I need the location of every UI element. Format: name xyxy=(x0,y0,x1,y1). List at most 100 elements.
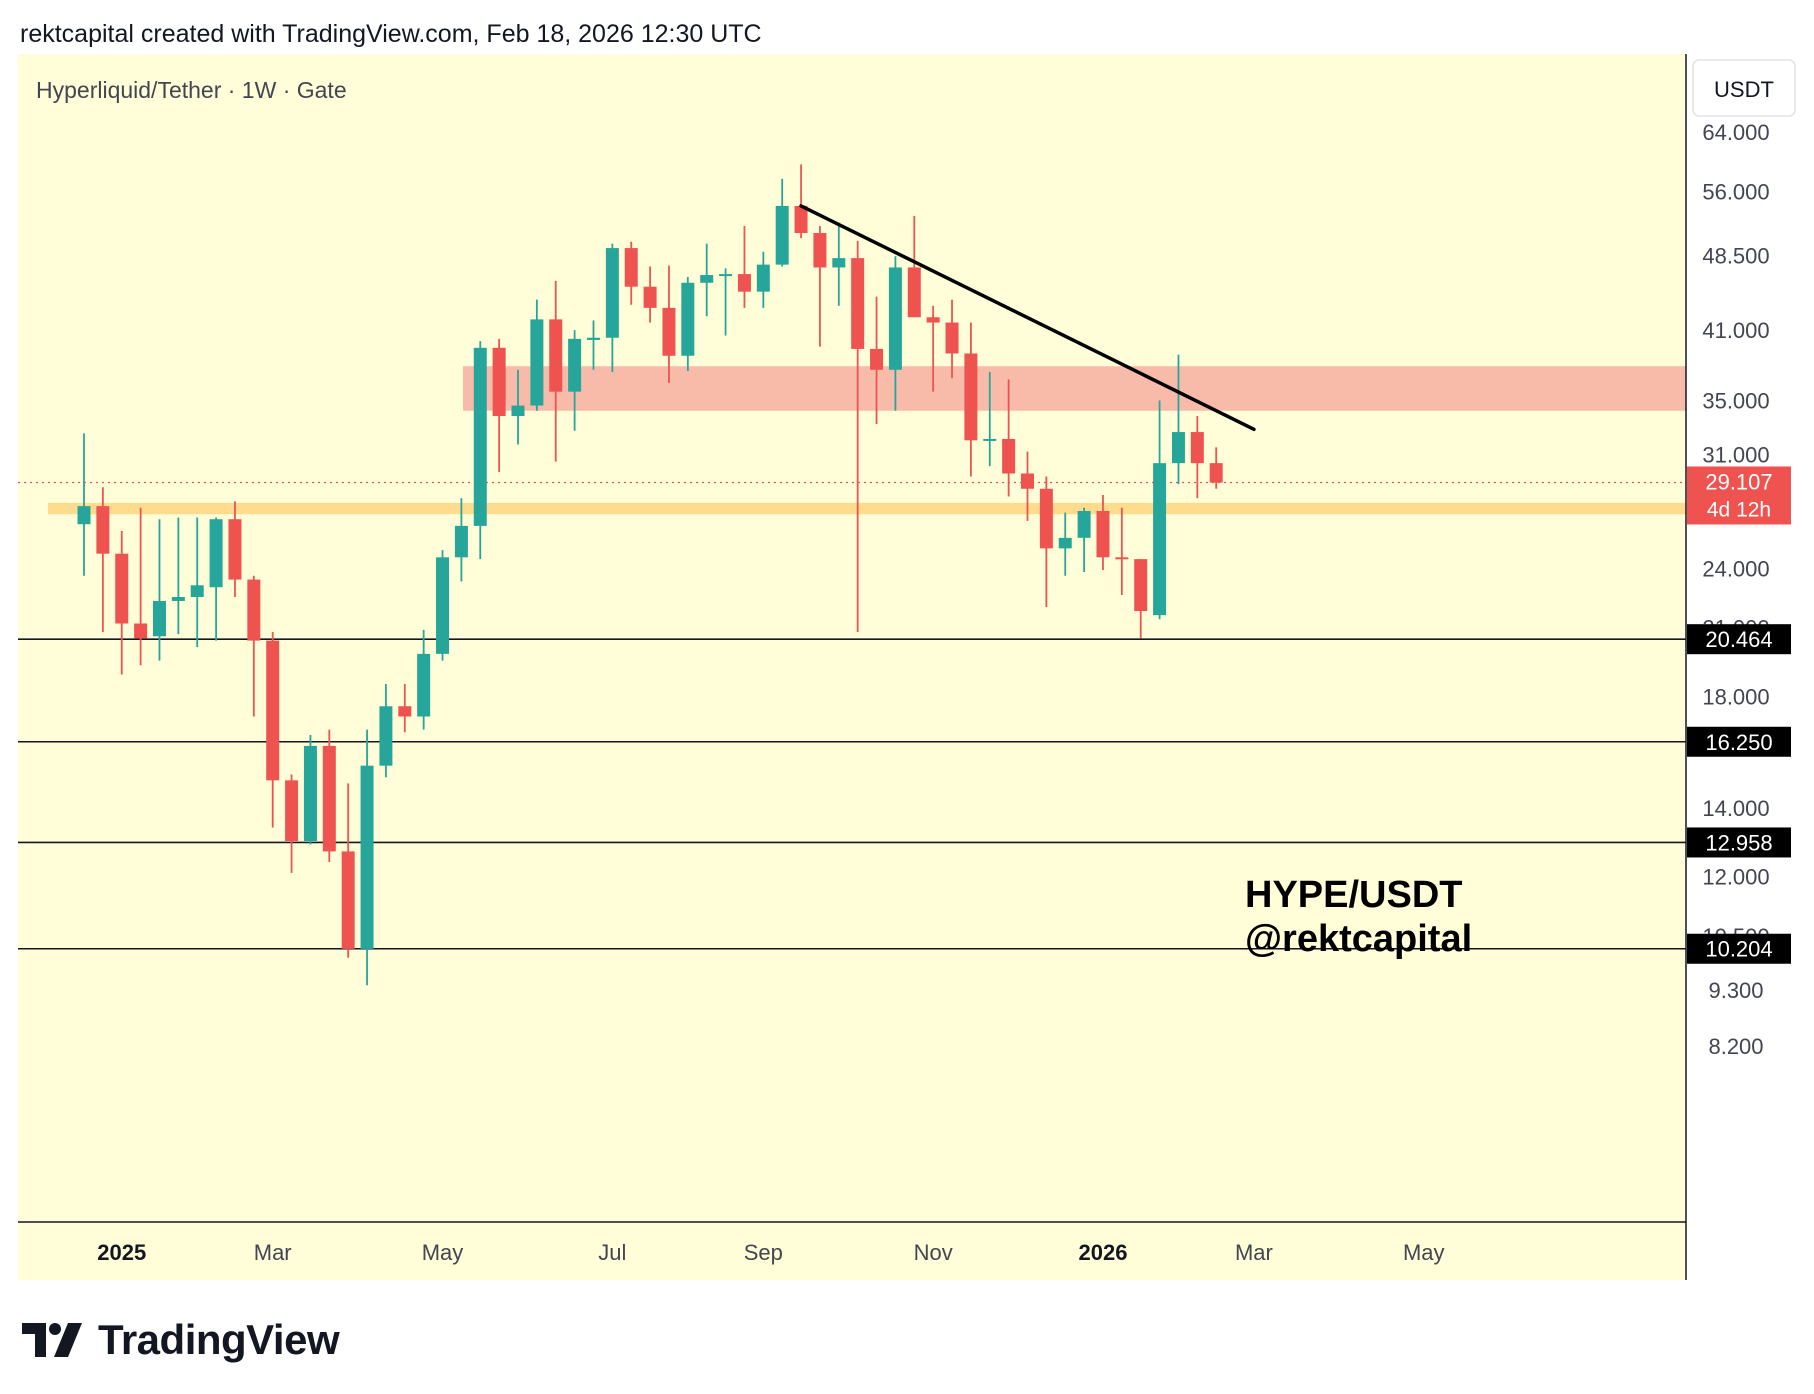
candle-body-down xyxy=(945,322,959,354)
candle-body-down xyxy=(228,519,242,580)
candle-body-down xyxy=(870,348,884,370)
price-axis-tick-label: 24.000 xyxy=(1702,556,1769,581)
candle-body-up xyxy=(605,248,619,338)
support-band xyxy=(48,502,1686,515)
candle-body-down xyxy=(266,640,280,781)
currency-button-label[interactable]: USDT xyxy=(1714,77,1774,102)
candle-body-down xyxy=(794,205,808,234)
chart-frame[interactable]: 64.00056.00048.50041.00035.00031.00027.0… xyxy=(18,54,1804,1280)
time-axis-tick-label: Mar xyxy=(1235,1240,1273,1265)
candle-body-down xyxy=(1096,510,1110,558)
candle-body-up xyxy=(511,405,525,416)
price-axis-tick-label: 31.000 xyxy=(1702,442,1769,467)
descending-trendline xyxy=(799,204,1256,432)
candle-body-down xyxy=(1021,473,1034,489)
time-axis-tick-label: Jul xyxy=(598,1240,626,1265)
candle-body-down xyxy=(247,579,261,641)
price-labels-layer: 20.464 16.250 12.958 10.204 29.107 4d 12h xyxy=(1687,466,1791,964)
candle-body-up xyxy=(379,706,393,766)
level-price-badge xyxy=(1687,726,1791,757)
candle-body-up xyxy=(756,264,770,292)
chart-canvas[interactable]: 64.00056.00048.50041.00035.00031.00027.0… xyxy=(18,54,1804,1280)
price-axis-tick-label: 9.300 xyxy=(1708,978,1763,1003)
horizontal-levels-layer xyxy=(18,481,1686,950)
time-axis-tick-label: May xyxy=(422,1240,464,1265)
candles-layer xyxy=(77,164,1223,986)
level-price-label: 10.204 xyxy=(1705,937,1772,962)
candle-body-up xyxy=(888,267,902,370)
candle-body-down xyxy=(1190,432,1204,464)
watermark-handle: @rektcapital xyxy=(1245,918,1472,960)
candle-body-up xyxy=(1077,510,1091,538)
candle-body-down xyxy=(1039,488,1053,549)
level-price-badge xyxy=(1687,827,1791,858)
candle-body-down xyxy=(926,317,940,323)
price-axis-tick-label: 35.000 xyxy=(1702,388,1769,413)
footer-brand: TradingView xyxy=(98,1316,340,1363)
candle-body-down xyxy=(813,233,827,268)
candle-body-down xyxy=(964,353,978,441)
header-credit: rektcapital created with TradingView.com… xyxy=(20,20,762,48)
footer-logo: TradingView xyxy=(22,1316,340,1364)
chart-background xyxy=(18,54,1804,1280)
price-axis-tick-label: 64.000 xyxy=(1702,120,1769,145)
candle-body-down xyxy=(1002,438,1016,474)
watermark-pair: HYPE/USDT xyxy=(1245,874,1462,916)
price-axis-tick-label: 48.500 xyxy=(1702,243,1769,268)
price-axis-tick-label: 8.200 xyxy=(1708,1034,1763,1059)
bar-countdown-label: 4d 12h xyxy=(1707,498,1771,521)
candle-body-up xyxy=(1153,463,1167,616)
candle-body-down xyxy=(96,506,110,554)
candle-body-up xyxy=(586,337,600,340)
last-price-badge xyxy=(1687,466,1791,525)
time-axis-tick-label: 2025 xyxy=(97,1240,146,1265)
price-axis-tick-label: 14.000 xyxy=(1702,796,1769,821)
time-axis-tick-label: May xyxy=(1403,1240,1445,1265)
trendline-layer xyxy=(799,204,1256,432)
candle-body-up xyxy=(454,525,468,558)
candle-body-up xyxy=(436,557,450,654)
zones-layer xyxy=(48,366,1686,515)
time-axis-tick-label: Nov xyxy=(914,1240,953,1265)
last-price-label: 29.107 xyxy=(1705,469,1772,494)
candle-body-up xyxy=(152,600,166,637)
symbol-legend: Hyperliquid/Tether · 1W · Gate xyxy=(36,77,347,103)
level-price-badge xyxy=(1687,624,1791,655)
candle-body-down xyxy=(907,267,921,318)
candle-body-up xyxy=(209,519,223,588)
candle-body-up xyxy=(360,765,374,949)
candle-body-down xyxy=(643,286,657,308)
candle-body-down xyxy=(737,274,751,292)
candle-body-down xyxy=(624,248,638,287)
candle-body-down xyxy=(322,745,336,852)
candle-body-up xyxy=(775,205,789,265)
candle-body-up xyxy=(1058,537,1072,549)
price-axis-tick-label: 56.000 xyxy=(1702,179,1769,204)
level-price-label: 20.464 xyxy=(1705,627,1772,652)
candle-body-up xyxy=(568,338,582,392)
currency-button[interactable]: USDT xyxy=(1692,59,1796,117)
candle-body-up xyxy=(530,319,544,406)
price-axis-tick-label: 18.000 xyxy=(1702,684,1769,709)
price-scale-background xyxy=(1686,54,1804,1280)
candle-body-down xyxy=(492,347,506,416)
time-axis-tick-label: Sep xyxy=(744,1240,783,1265)
candle-body-down xyxy=(662,307,676,356)
candle-body-up xyxy=(681,282,695,356)
level-price-label: 12.958 xyxy=(1705,830,1772,855)
time-axis: 2025 Mar May Jul Sep Nov 2026 Mar May xyxy=(97,1240,1444,1265)
candle-body-up xyxy=(77,506,91,525)
time-axis-tick-label: Mar xyxy=(254,1240,292,1265)
candle-body-up xyxy=(417,653,431,717)
candle-body-up xyxy=(473,347,487,526)
candle-body-up xyxy=(719,274,733,277)
candle-body-down xyxy=(115,553,129,624)
candle-body-up xyxy=(171,597,185,601)
level-price-badge xyxy=(1687,933,1791,964)
candle-body-down xyxy=(134,623,148,639)
candle-body-up xyxy=(1171,432,1185,464)
tradingview-logo-icon xyxy=(22,1323,82,1357)
candle-body-down xyxy=(1115,557,1129,560)
candle-body-up xyxy=(983,438,997,441)
price-axis-tick-label: 41.000 xyxy=(1702,318,1769,343)
